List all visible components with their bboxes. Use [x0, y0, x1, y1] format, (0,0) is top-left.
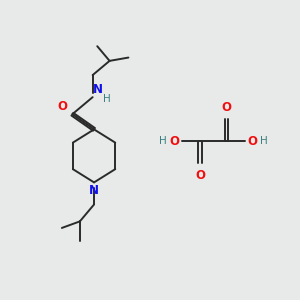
- Text: O: O: [195, 169, 205, 182]
- Text: H: H: [260, 136, 268, 146]
- Text: H: H: [103, 94, 111, 103]
- Text: N: N: [89, 184, 99, 197]
- Text: O: O: [222, 101, 232, 114]
- Text: H: H: [159, 136, 167, 146]
- Text: O: O: [169, 135, 179, 148]
- Text: O: O: [247, 135, 257, 148]
- Text: N: N: [93, 83, 103, 96]
- Text: O: O: [57, 100, 68, 113]
